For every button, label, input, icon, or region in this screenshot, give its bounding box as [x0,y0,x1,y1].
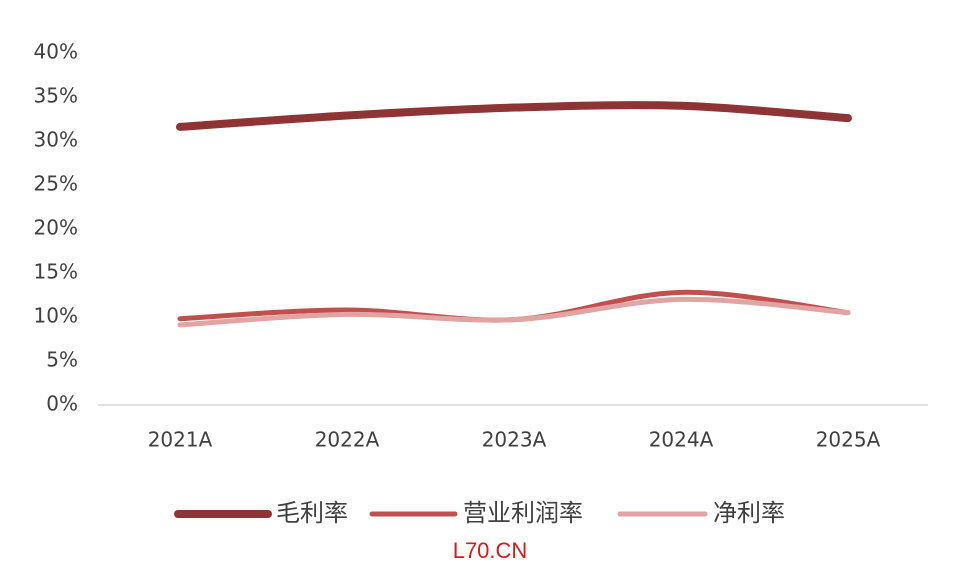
y-tick-label: 20% [34,216,78,240]
series-line [177,296,851,328]
y-tick-label: 40% [34,40,78,64]
x-tick-label: 2024A [649,428,714,452]
x-tick-label: 2022A [315,428,380,452]
y-tick-label: 5% [46,348,78,372]
legend-label: 毛利率 [276,499,348,527]
y-tick-label: 15% [34,260,78,284]
legend-label: 营业利润率 [463,499,583,527]
legend-label: 净利率 [713,499,785,527]
watermark: L70.CN [453,538,528,563]
x-tick-label: 2021A [148,428,213,452]
x-tick-label: 2025A [816,428,881,452]
series-line [176,101,852,131]
y-tick-label: 25% [34,172,78,196]
y-tick-label: 35% [34,84,78,108]
y-tick-label: 30% [34,128,78,152]
y-tick-label: 10% [34,304,78,328]
y-tick-label: 0% [46,392,78,416]
x-tick-label: 2023A [482,428,547,452]
